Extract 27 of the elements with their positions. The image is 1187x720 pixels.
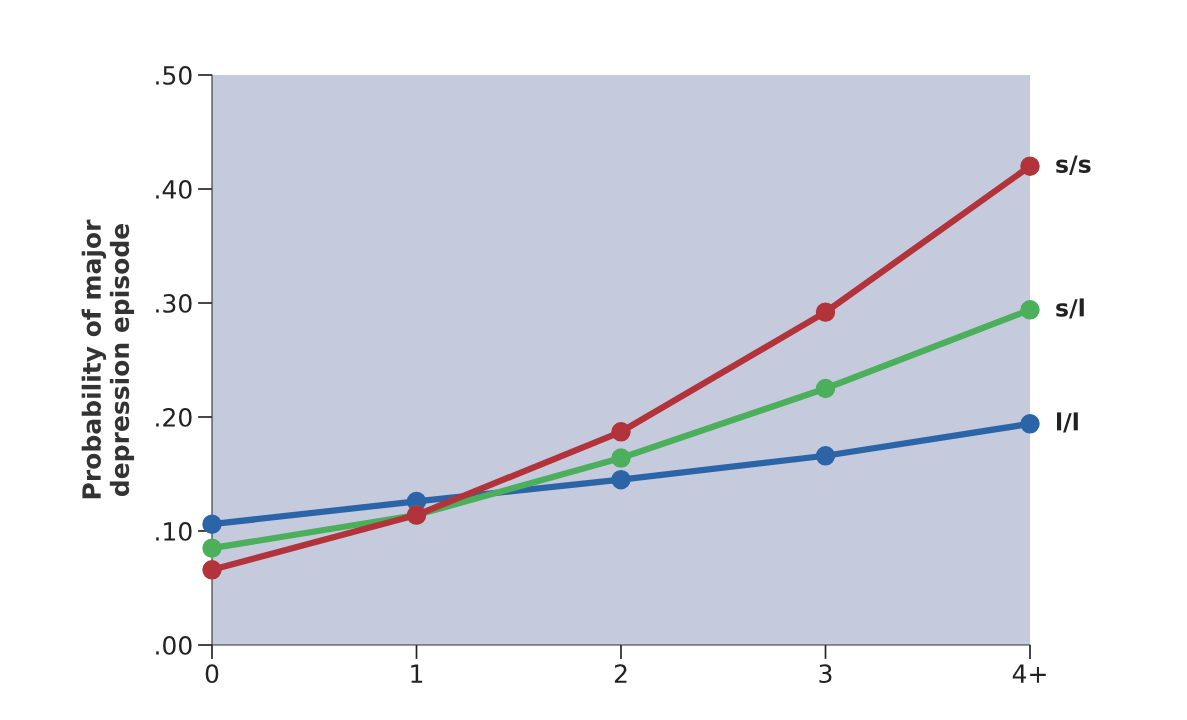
x-tick-label: 2 xyxy=(614,664,627,683)
point xyxy=(1020,156,1040,176)
point xyxy=(202,560,222,580)
point xyxy=(202,514,222,534)
point xyxy=(611,448,631,468)
point xyxy=(611,469,631,490)
y-tick-label: .20 xyxy=(156,407,192,427)
series-label: s/s xyxy=(1056,155,1091,175)
x-tick-label: 0 xyxy=(205,664,219,684)
y-tick-label: .30 xyxy=(156,293,192,313)
series-label: s/l xyxy=(1056,298,1084,319)
x-tick-label: 3 xyxy=(819,664,832,684)
point xyxy=(1020,300,1040,320)
y-tick-label: .00 xyxy=(156,635,192,655)
y-tick-label: .10 xyxy=(156,521,192,541)
point xyxy=(1020,414,1040,434)
y-tick-label: .50 xyxy=(156,65,192,85)
point xyxy=(815,302,836,322)
y-tick-label: .40 xyxy=(156,179,192,199)
x-tick-label: 1 xyxy=(411,664,423,683)
series-label: l/l xyxy=(1056,412,1078,433)
x-tick-label: 4+ xyxy=(1012,664,1046,683)
point xyxy=(611,422,631,442)
point xyxy=(815,446,836,466)
y-axis-title: Probability of major depression episode xyxy=(81,219,135,499)
point xyxy=(815,378,836,399)
point xyxy=(202,538,222,558)
